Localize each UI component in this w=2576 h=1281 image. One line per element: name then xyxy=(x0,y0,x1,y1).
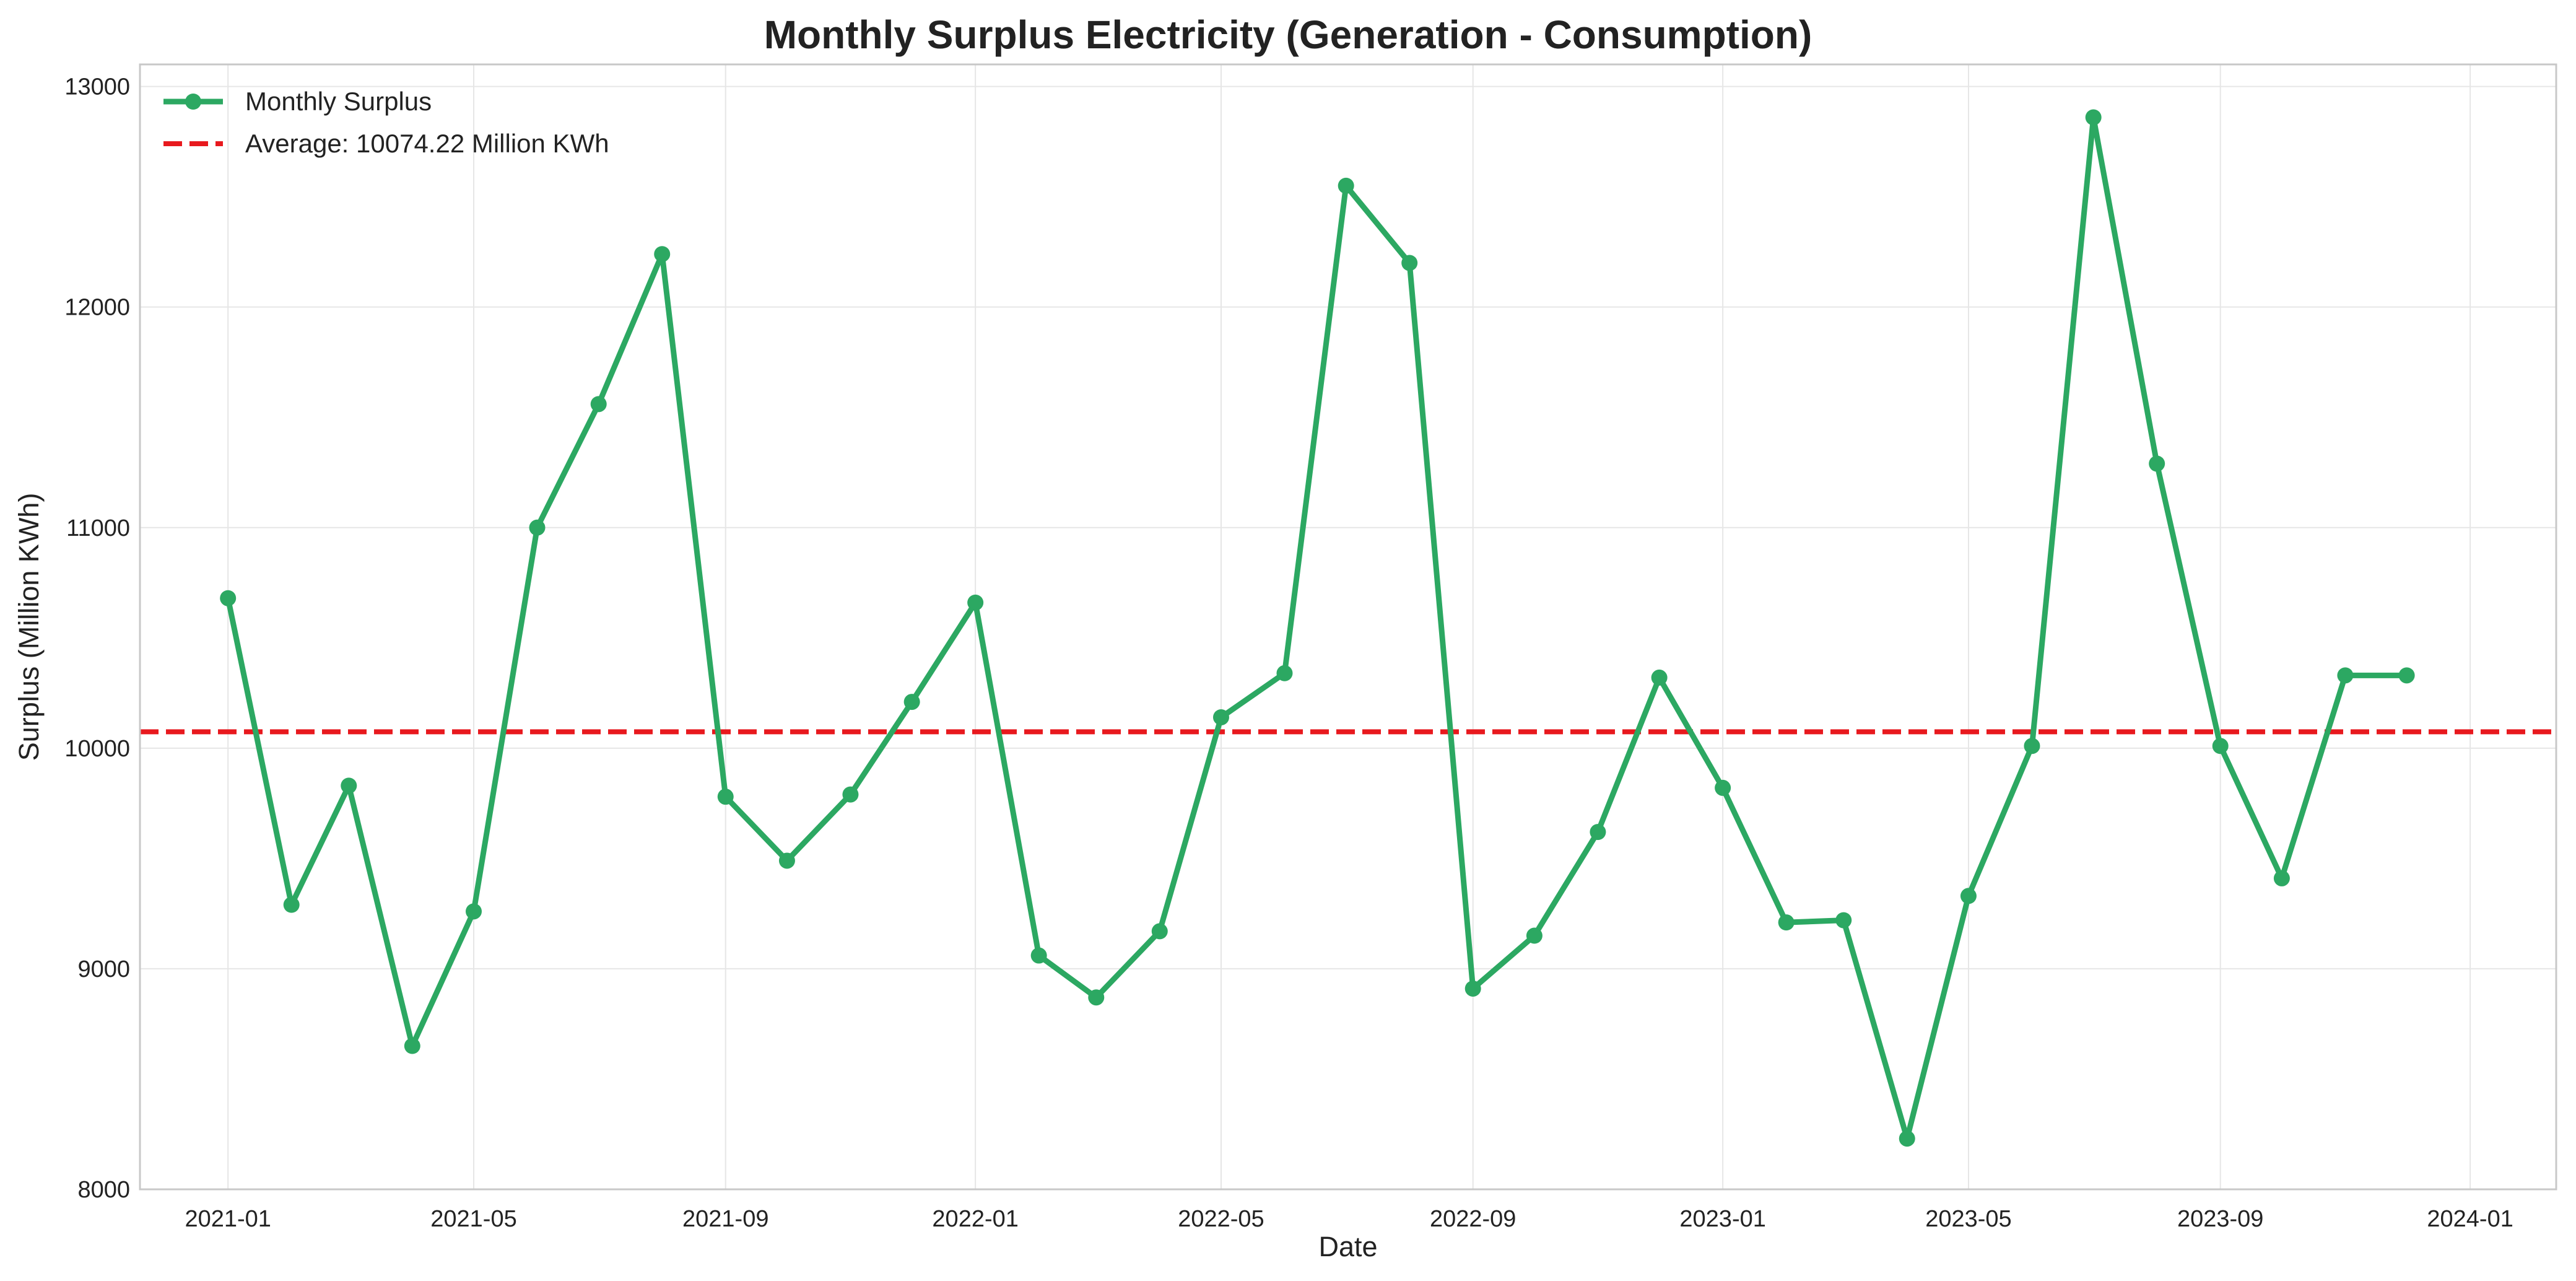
data-point xyxy=(654,246,671,263)
data-point xyxy=(903,694,920,710)
data-point xyxy=(2273,870,2290,886)
chart-title: Monthly Surplus Electricity (Generation … xyxy=(764,12,1812,57)
x-tick-label: 2023-05 xyxy=(1925,1206,2011,1232)
data-point xyxy=(1401,255,1418,271)
y-tick-label: 11000 xyxy=(66,515,130,541)
data-point xyxy=(1715,779,1731,796)
x-tick-label: 2023-09 xyxy=(2177,1206,2263,1232)
y-tick-label: 9000 xyxy=(77,956,130,982)
data-point xyxy=(220,590,237,606)
data-point xyxy=(529,519,546,536)
data-point xyxy=(2337,667,2354,684)
legend-label-monthly-surplus: Monthly Surplus xyxy=(245,87,432,116)
series-line-monthly-surplus xyxy=(225,114,2410,1142)
data-point xyxy=(590,396,607,413)
plot-frame xyxy=(139,63,2557,1191)
data-point xyxy=(967,594,984,611)
x-tick-label: 2023-01 xyxy=(1679,1206,1765,1232)
series-layer xyxy=(220,109,2415,1147)
x-tick-label: 2022-01 xyxy=(932,1206,1018,1232)
data-point xyxy=(2149,455,2165,472)
data-point xyxy=(1030,947,1047,964)
data-point xyxy=(1590,824,1606,841)
data-point xyxy=(1960,888,1977,904)
x-tick-label: 2022-05 xyxy=(1178,1206,1264,1232)
data-point xyxy=(2024,738,2040,754)
data-point xyxy=(1276,665,1293,681)
data-point xyxy=(2212,738,2229,754)
y-tick-label: 13000 xyxy=(64,74,130,100)
data-point xyxy=(1899,1130,1915,1147)
y-axis-label: Surplus (Million KWh) xyxy=(13,493,45,761)
data-point xyxy=(2398,667,2415,684)
data-point xyxy=(842,786,859,803)
data-point xyxy=(1835,912,1852,929)
y-tick-label: 12000 xyxy=(64,295,130,321)
x-tick-label: 2022-09 xyxy=(1430,1206,1516,1232)
x-tick-label: 2021-05 xyxy=(430,1206,516,1232)
x-axis-ticks: 2021-01 2021-05 2021-09 2022-01 2022-05 2022-… xyxy=(185,1206,2513,1232)
y-tick-label: 8000 xyxy=(77,1177,130,1203)
data-point xyxy=(404,1038,420,1054)
data-point xyxy=(1338,177,1354,194)
legend-label-average: Average: 10074.22 Million KWh xyxy=(245,129,609,158)
data-point xyxy=(1651,669,1668,686)
x-tick-label: 2021-01 xyxy=(185,1206,271,1232)
data-point xyxy=(1088,989,1105,1006)
x-tick-label: 2024-01 xyxy=(2427,1206,2513,1232)
data-point xyxy=(1212,709,1229,725)
legend-marker-monthly-surplus xyxy=(185,94,201,110)
data-point xyxy=(1464,980,1481,997)
data-point xyxy=(1526,927,1543,944)
legend: Monthly Surplus Average: 10074.22 Millio… xyxy=(163,87,609,158)
data-point xyxy=(1151,923,1168,940)
x-tick-label: 2021-09 xyxy=(682,1206,768,1232)
data-point xyxy=(341,777,357,794)
y-axis-ticks: 8000 9000 10000 11000 12000 13000 xyxy=(64,74,130,1203)
data-point xyxy=(717,789,734,805)
data-point xyxy=(778,852,795,869)
data-point xyxy=(466,903,482,920)
data-point xyxy=(1778,914,1795,931)
y-tick-label: 10000 xyxy=(64,736,130,762)
x-axis-label: Date xyxy=(1318,1231,1377,1262)
grid xyxy=(140,64,2556,1190)
data-point xyxy=(2085,109,2102,126)
data-point xyxy=(283,896,300,913)
